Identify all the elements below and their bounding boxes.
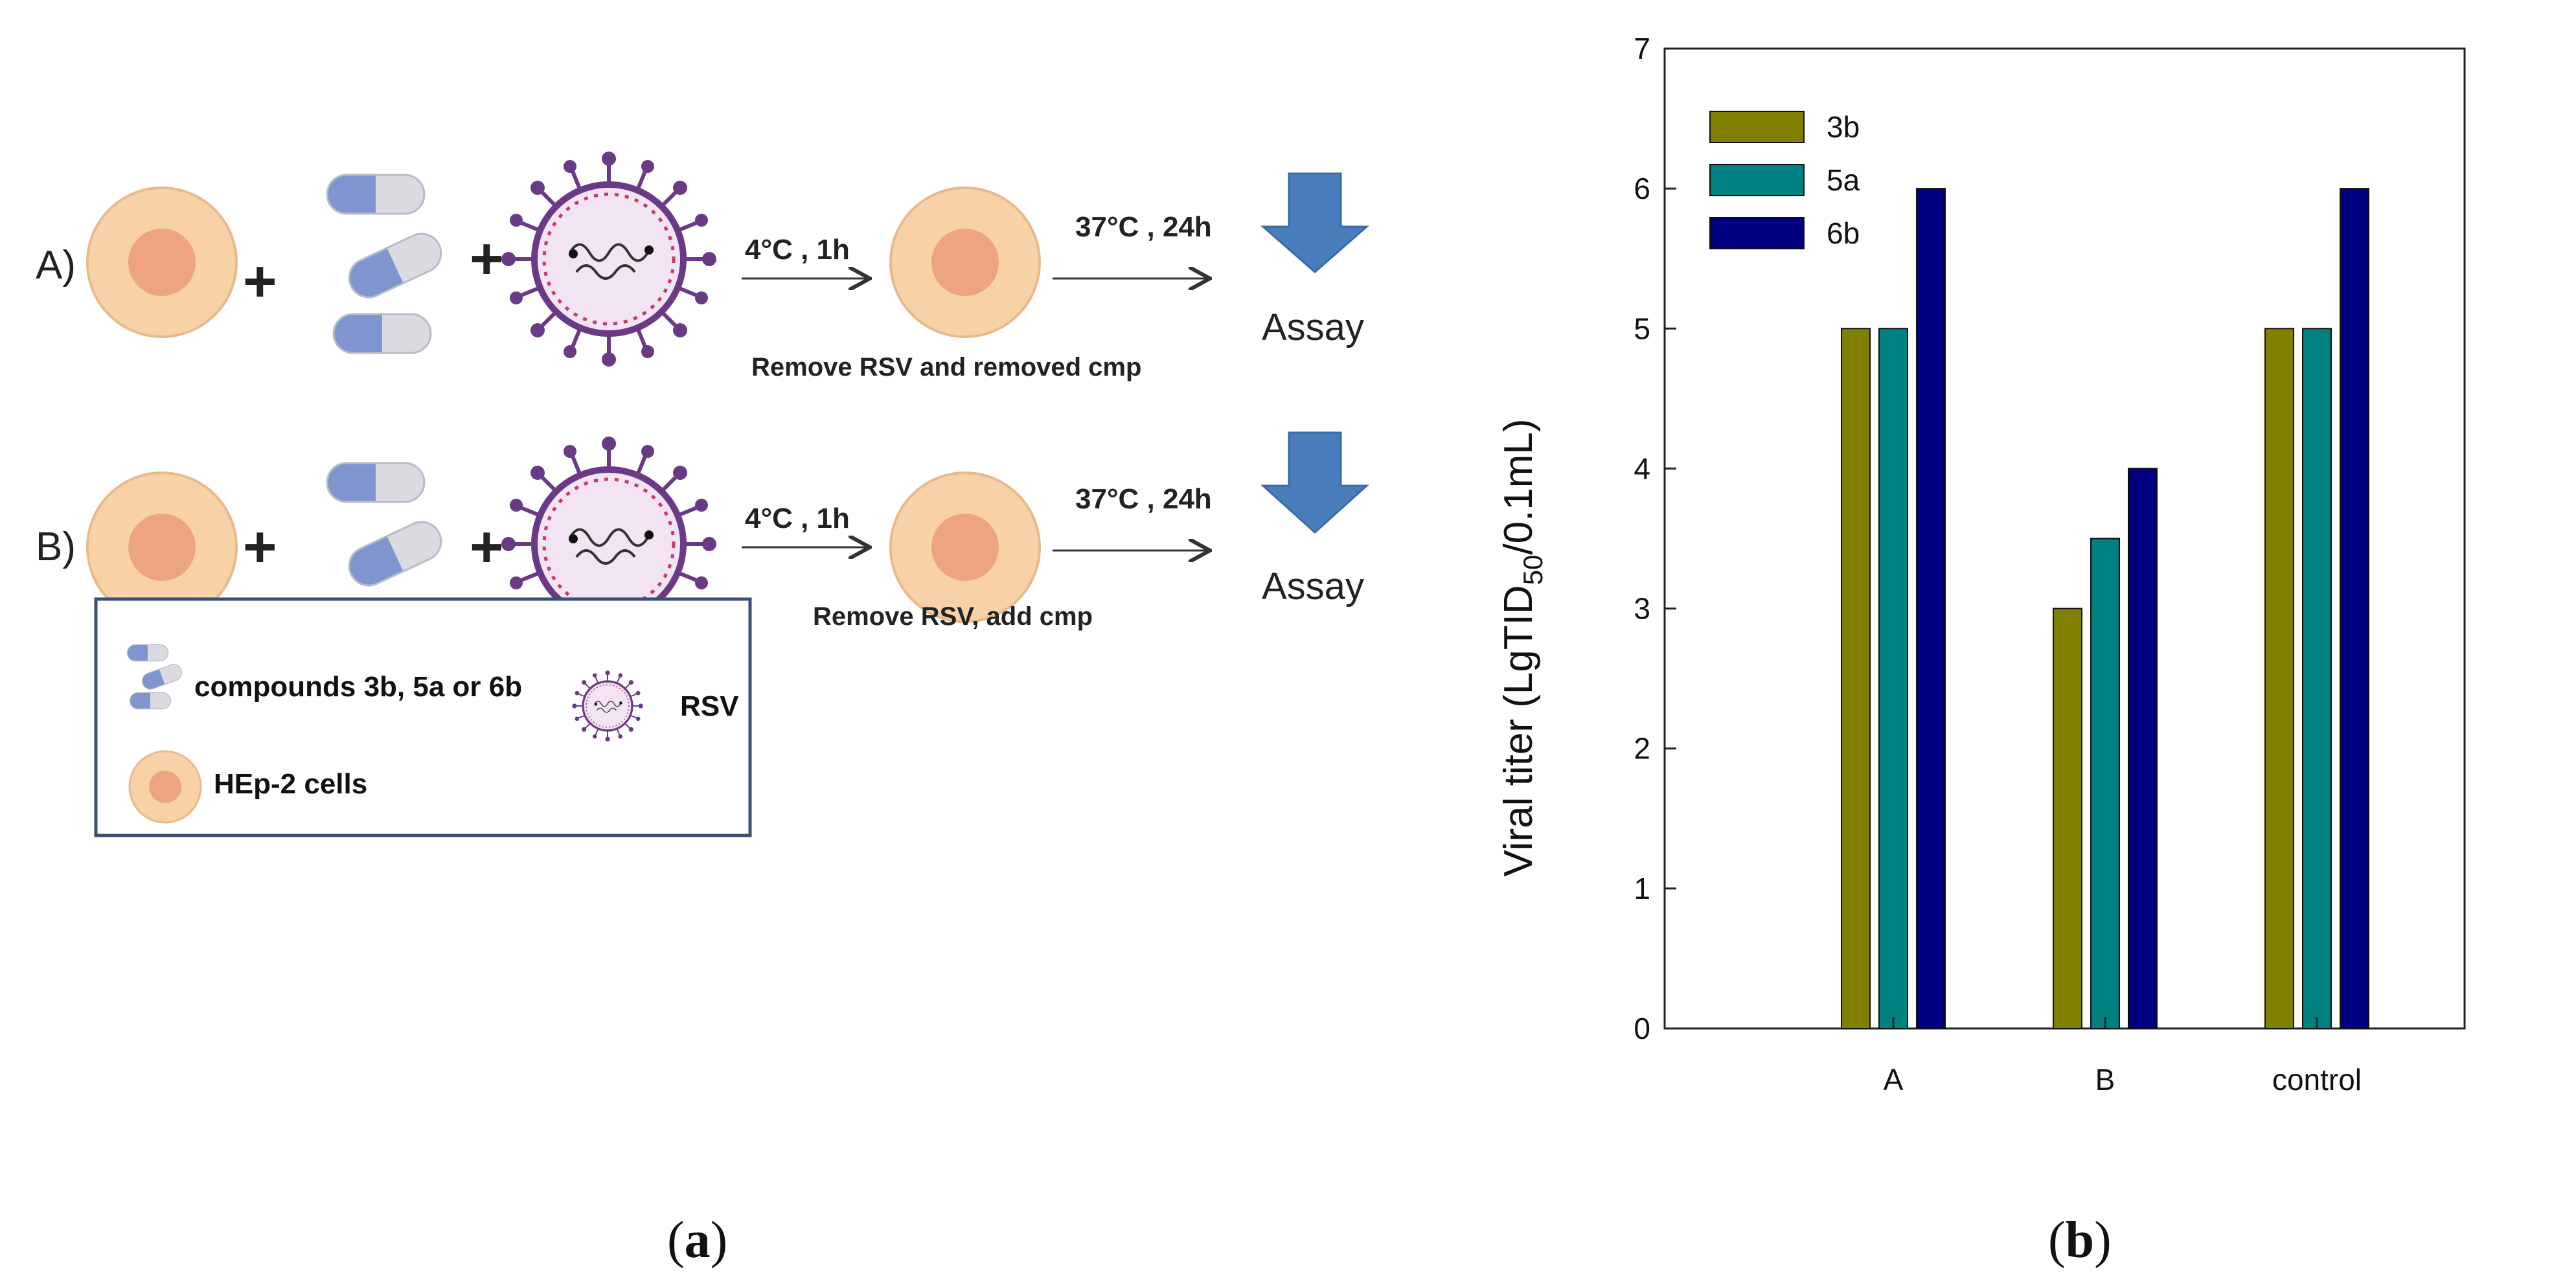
plus-sign: + — [243, 515, 277, 580]
x-tick-label: B — [2095, 1063, 2115, 1096]
y-tick-label: 5 — [1634, 312, 1650, 345]
x-tick-label: A — [1884, 1063, 1904, 1096]
x-tick-label: control — [2272, 1063, 2362, 1096]
legend-label-3b: 3b — [1827, 110, 1860, 144]
bar-3b-A — [1841, 328, 1871, 1029]
legend-cells: HEp-2 cells — [214, 768, 367, 800]
step-caption: Remove RSV, add cmp — [813, 602, 1093, 631]
panel-a-diagram: A) + + 4°C , 1h 37°C , 24h Remove RSV an… — [36, 0, 1369, 837]
y-tick-label: 6 — [1634, 172, 1650, 205]
assay-label: Assay — [1262, 565, 1364, 607]
row-b: B) + + 4°C , 1h 37°C , 24h Remove RSV, a… — [36, 431, 1369, 652]
legend-label-6b: 6b — [1827, 216, 1860, 250]
y-axis-title: Viral titer (LgTID50/0.1mL) — [1496, 418, 1548, 876]
y-tick-label: 3 — [1634, 592, 1650, 626]
cell-icon — [86, 187, 238, 338]
assay-label: Assay — [1262, 306, 1364, 348]
bar-5a-A — [1878, 328, 1908, 1029]
y-tick-label: 2 — [1634, 732, 1650, 766]
legend-swatch-6b — [1709, 217, 1805, 249]
legend-swatch-5a — [1709, 164, 1805, 196]
bar-3b-control — [2264, 328, 2294, 1029]
bar-5a-control — [2302, 328, 2332, 1029]
panel-a-caption: (a) — [667, 1212, 728, 1269]
plus-sign: + — [243, 249, 277, 314]
legend-swatch-3b — [1709, 111, 1805, 143]
y-tick-label: 4 — [1634, 451, 1650, 485]
y-tick-label: 7 — [1634, 32, 1650, 65]
legend-compounds: compounds 3b, 5a or 6b — [194, 671, 522, 703]
bar-6b-control — [2340, 188, 2369, 1030]
y-tick-label: 0 — [1634, 1012, 1650, 1045]
down-arrow-icon — [1260, 172, 1369, 273]
condition-second: 37°C , 24h — [1075, 211, 1212, 243]
legend-label-5a: 5a — [1827, 163, 1860, 197]
plus-sign: + — [470, 227, 504, 291]
condition-first: 4°C , 1h — [745, 503, 850, 534]
y-tick-label: 1 — [1634, 872, 1650, 905]
bar-6b-B — [2128, 468, 2158, 1029]
row-b-label: B) — [36, 525, 76, 569]
row-a-label: A) — [36, 243, 76, 288]
bar-3b-B — [2053, 607, 2082, 1029]
bar-6b-A — [1916, 188, 1946, 1030]
condition-second: 37°C , 24h — [1075, 483, 1212, 515]
cell-icon — [128, 750, 202, 824]
cell-icon — [889, 187, 1041, 338]
bar-5a-B — [2090, 538, 2120, 1029]
row-a: A) + + 4°C , 1h 37°C , 24h Remove RSV an… — [36, 152, 1369, 381]
rsv-virus-icon — [501, 152, 716, 367]
legend-rsv: RSV — [680, 690, 739, 722]
plus-sign: + — [470, 515, 504, 580]
capsule-icon — [327, 175, 448, 353]
panel-b-caption: (b) — [2048, 1212, 2112, 1269]
step-caption: Remove RSV and removed cmp — [751, 353, 1141, 381]
down-arrow-icon — [1260, 431, 1369, 534]
condition-first: 4°C , 1h — [745, 234, 850, 266]
rsv-virus-icon — [571, 669, 644, 743]
legend-box: compounds 3b, 5a or 6b RSV HEp-2 cells — [94, 597, 752, 837]
cell-icon — [889, 471, 1041, 623]
